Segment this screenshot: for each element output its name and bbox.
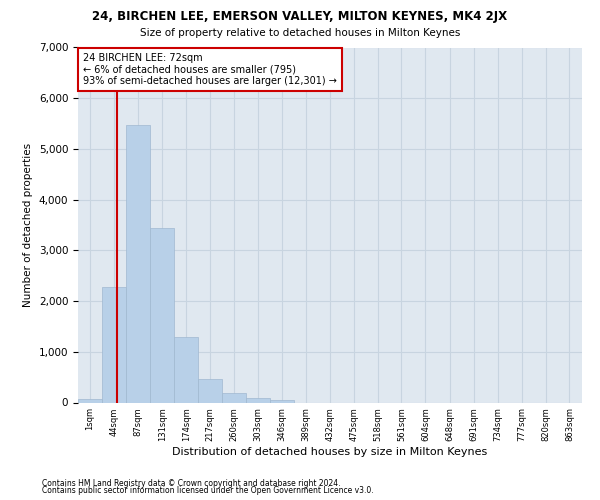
Bar: [222, 392, 246, 402]
Bar: [174, 336, 198, 402]
Text: 24 BIRCHEN LEE: 72sqm
← 6% of detached houses are smaller (795)
93% of semi-deta: 24 BIRCHEN LEE: 72sqm ← 6% of detached h…: [83, 53, 337, 86]
Bar: [126, 124, 150, 402]
Text: Contains HM Land Registry data © Crown copyright and database right 2024.: Contains HM Land Registry data © Crown c…: [42, 478, 341, 488]
Text: Size of property relative to detached houses in Milton Keynes: Size of property relative to detached ho…: [140, 28, 460, 38]
X-axis label: Distribution of detached houses by size in Milton Keynes: Distribution of detached houses by size …: [172, 447, 488, 457]
Text: 24, BIRCHEN LEE, EMERSON VALLEY, MILTON KEYNES, MK4 2JX: 24, BIRCHEN LEE, EMERSON VALLEY, MILTON …: [92, 10, 508, 23]
Bar: [246, 398, 270, 402]
Bar: [270, 400, 294, 402]
Y-axis label: Number of detached properties: Number of detached properties: [23, 143, 33, 307]
Bar: [102, 287, 126, 403]
Bar: [151, 228, 174, 402]
Text: Contains public sector information licensed under the Open Government Licence v3: Contains public sector information licen…: [42, 486, 374, 495]
Bar: [198, 379, 222, 402]
Bar: [78, 400, 102, 402]
